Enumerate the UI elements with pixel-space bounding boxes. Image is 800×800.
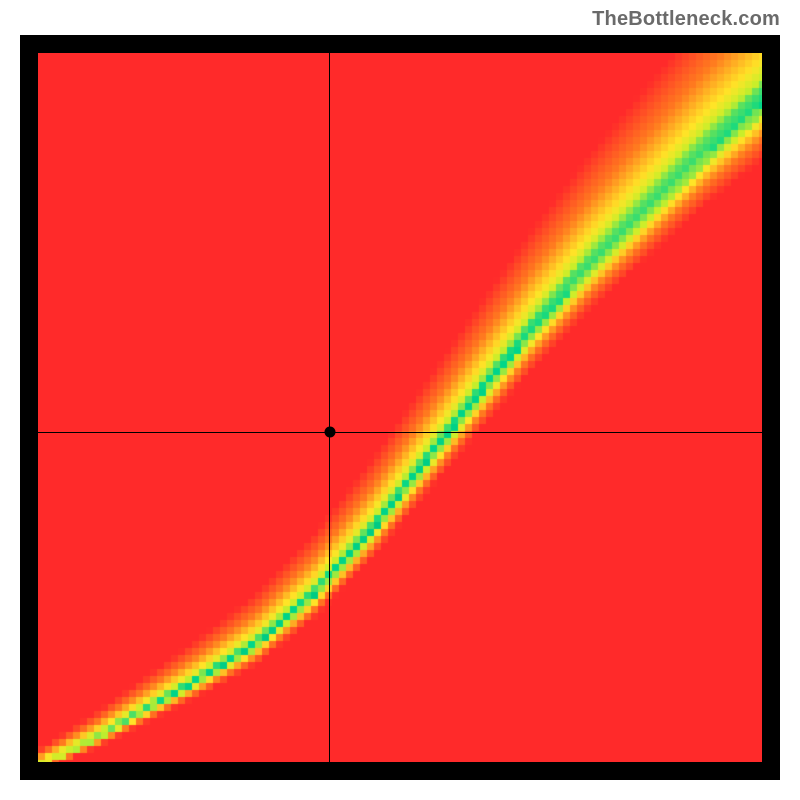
crosshair-vertical: [329, 53, 330, 762]
crosshair-horizontal: [38, 432, 762, 433]
crosshair-marker: [324, 427, 335, 438]
watermark-text: TheBottleneck.com: [592, 8, 780, 31]
heatmap-canvas: [38, 53, 762, 762]
chart-frame: [20, 35, 780, 780]
